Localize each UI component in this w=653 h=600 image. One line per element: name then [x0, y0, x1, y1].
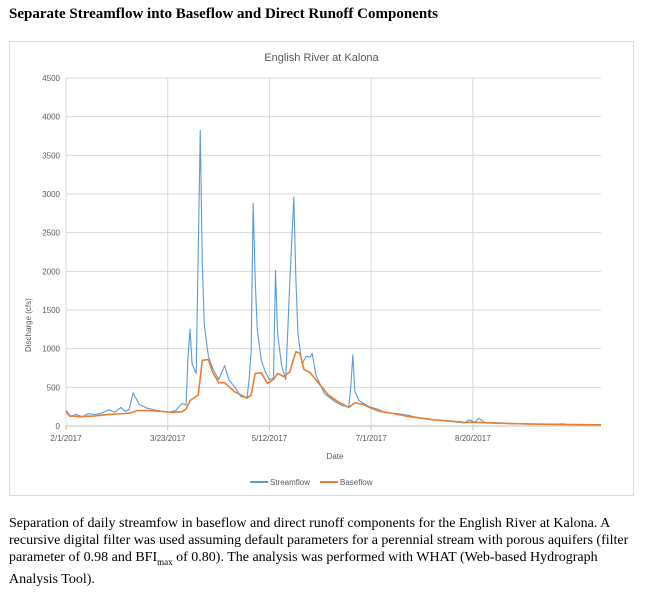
legend-swatch-streamflow [250, 481, 268, 483]
y-tick-label: 3000 [42, 190, 60, 199]
y-tick-label: 2000 [42, 267, 60, 276]
y-tick-label: 3500 [42, 151, 60, 160]
x-tick-label: 8/20/2017 [455, 434, 491, 443]
series-line-streamflow [65, 130, 602, 426]
legend-item-streamflow: Streamflow [250, 478, 310, 487]
y-axis-label: Discharge (cfs) [24, 298, 33, 352]
x-tick-label: 3/23/2017 [150, 434, 186, 443]
y-tick-label: 0 [56, 422, 61, 431]
y-tick-label: 4000 [42, 113, 60, 122]
y-tick-label: 2500 [42, 229, 60, 238]
page-heading: Separate Streamflow into Baseflow and Di… [9, 6, 439, 22]
x-axis-label: Date [326, 452, 344, 461]
y-tick-label: 1000 [42, 345, 60, 354]
y-tick-label: 500 [47, 383, 61, 392]
y-tick-label: 4500 [42, 74, 60, 83]
caption-text-2: of 0.80). The analysis was performed wit… [9, 550, 598, 587]
caption-subscript: max [157, 556, 173, 567]
caption-text-1: Separation of daily streamfow in baseflo… [9, 516, 629, 565]
legend-item-baseflow: Baseflow [320, 478, 372, 487]
series-line-baseflow [65, 350, 602, 426]
x-tick-label: 5/12/2017 [252, 434, 288, 443]
chart-svg: 0 500 1000 1500 2000 2500 3000 3500 4000 4500 2/1/… [42, 74, 602, 443]
x-tick-label: 7/1/2017 [356, 434, 388, 443]
legend-label-baseflow: Baseflow [340, 477, 373, 487]
chart-title: English River at Kalona [264, 52, 379, 64]
legend-label-streamflow: Streamflow [270, 477, 311, 487]
legend-swatch-baseflow [320, 481, 339, 483]
x-tick-label: 2/1/2017 [50, 434, 82, 443]
y-tick-label: 1500 [42, 306, 60, 315]
chart-legend: Streamflow Baseflow [250, 476, 372, 488]
figure-caption: Separation of daily streamfow in baseflo… [9, 515, 639, 588]
chart-container: 0 500 1000 1500 2000 2500 3000 3500 4000 4500 2/1/… [9, 41, 634, 496]
